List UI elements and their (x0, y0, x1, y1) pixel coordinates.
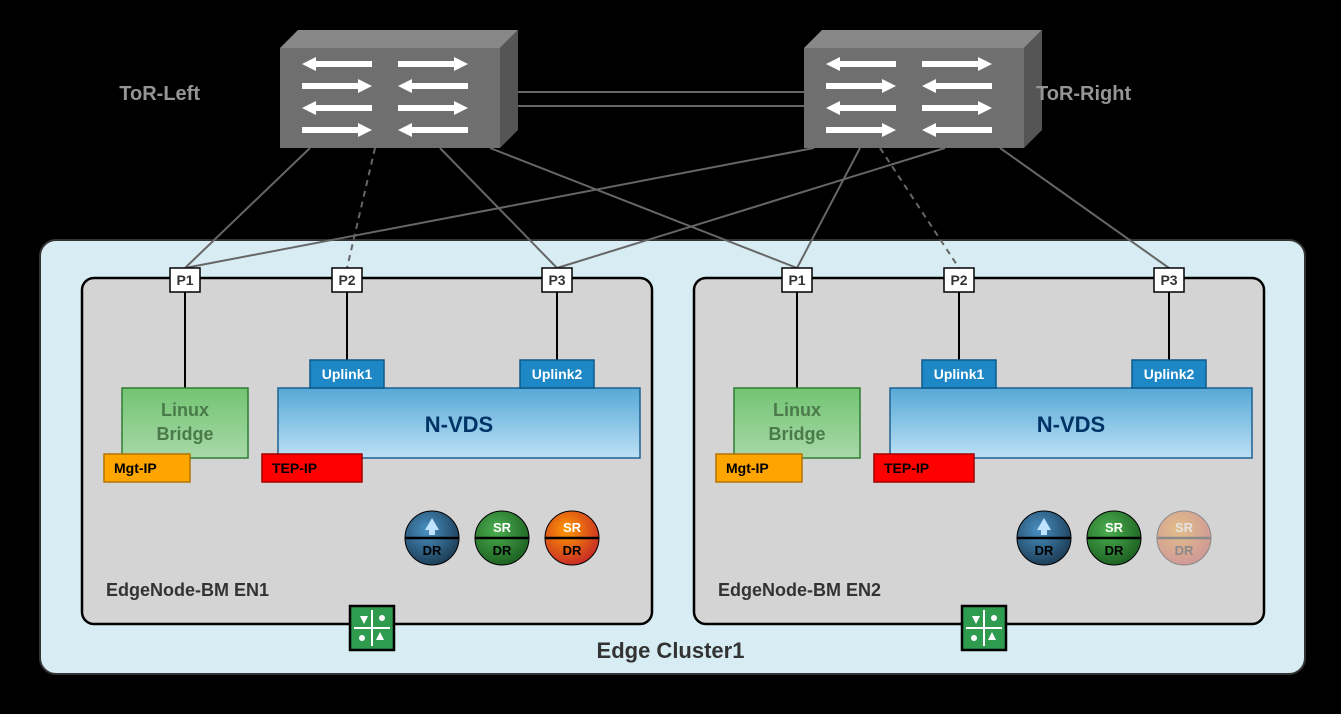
edge-node-1: EdgeNode-BM EN1 P1 P2 P3 Linux Bridge N-VDS Upl… (82, 268, 652, 650)
badge-label: TEP-IP (272, 460, 317, 476)
uplink-label: Uplink2 (1144, 366, 1195, 382)
circle-bottom-label: DR (493, 543, 512, 558)
tor-right-switch-label: ToR-Right (1036, 83, 1131, 105)
port-label: P3 (1160, 272, 1177, 288)
circle-top-label: SR (1175, 520, 1194, 535)
tor-left-switch-label: ToR-Left (119, 83, 200, 105)
badge-label: TEP-IP (884, 460, 929, 476)
port-label: P2 (950, 272, 967, 288)
router-circle-0: DR (1017, 511, 1071, 565)
edge-cluster-label: Edge Cluster1 (597, 638, 745, 663)
router-circle-1: SR DR (1087, 511, 1141, 565)
circle-bottom-label: DR (1105, 543, 1124, 558)
circle-bottom-label: DR (1035, 543, 1054, 558)
circle-top-label: SR (493, 520, 512, 535)
port-label: P3 (548, 272, 565, 288)
router-circle-1: SR DR (475, 511, 529, 565)
circle-top-label: SR (563, 520, 582, 535)
nsx-edge-icon (962, 606, 1006, 650)
linux-bridge (734, 388, 860, 458)
linux-bridge-label2: Bridge (156, 424, 213, 444)
circle-top-label: SR (1105, 520, 1124, 535)
router-circle-2: SR DR (545, 511, 599, 565)
circle-bottom-label: DR (563, 543, 582, 558)
edge-node-label: EdgeNode-BM EN2 (718, 580, 881, 600)
port-label: P2 (338, 272, 355, 288)
uplink-label: Uplink1 (322, 366, 373, 382)
nvds-label: N-VDS (1037, 412, 1105, 437)
linux-bridge-label2: Bridge (768, 424, 825, 444)
uplink-label: Uplink1 (934, 366, 985, 382)
circle-bottom-label: DR (1175, 543, 1194, 558)
nvds-label: N-VDS (425, 412, 493, 437)
edge-node-label: EdgeNode-BM EN1 (106, 580, 269, 600)
router-circle-2: SR DR (1157, 511, 1211, 565)
badge-label: Mgt-IP (114, 460, 157, 476)
badge-label: Mgt-IP (726, 460, 769, 476)
linux-bridge (122, 388, 248, 458)
router-circle-0: DR (405, 511, 459, 565)
linux-bridge-label: Linux (161, 400, 209, 420)
edge-node-2: EdgeNode-BM EN2 P1 P2 P3 Linux Bridge N-VDS Upl… (694, 268, 1264, 650)
linux-bridge-label: Linux (773, 400, 821, 420)
diagram-canvas: ToR-Left ToR-Right EdgeNode-BM EN1 P1 P2 P3 Li… (0, 0, 1341, 714)
circle-bottom-label: DR (423, 543, 442, 558)
uplink-label: Uplink2 (532, 366, 583, 382)
port-label: P1 (788, 272, 805, 288)
nsx-edge-icon (350, 606, 394, 650)
port-label: P1 (176, 272, 193, 288)
